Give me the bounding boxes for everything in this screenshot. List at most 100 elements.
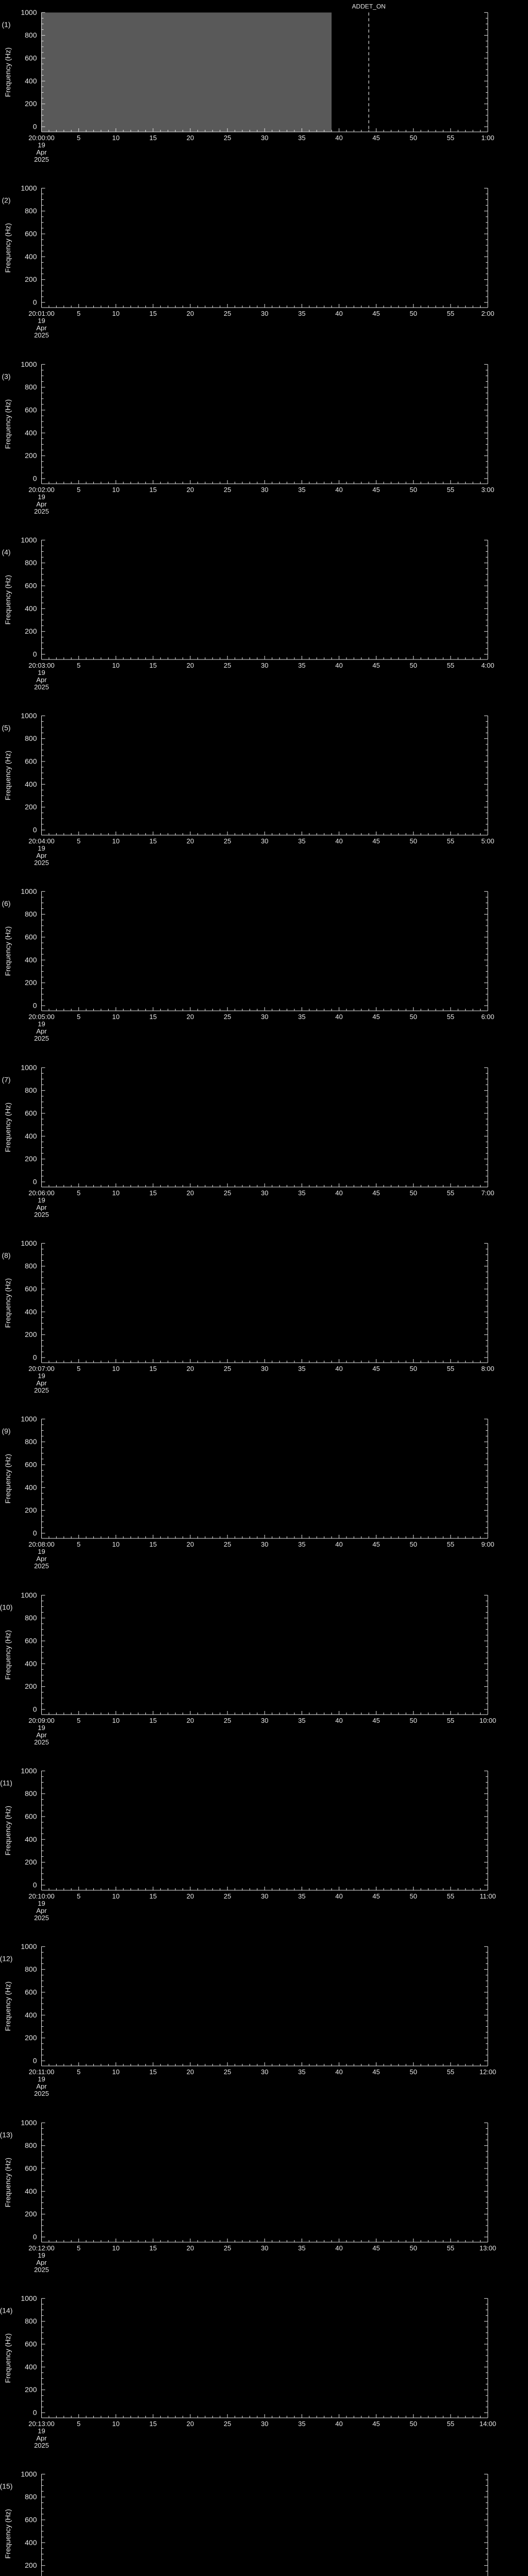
svg-text:20: 20 — [187, 134, 194, 142]
svg-text:40: 40 — [335, 837, 342, 845]
svg-text:400: 400 — [25, 77, 37, 85]
svg-text:55: 55 — [447, 1365, 454, 1372]
svg-text:Frequency (Hz): Frequency (Hz) — [4, 47, 12, 97]
svg-text:Frequency (Hz): Frequency (Hz) — [4, 1806, 12, 1855]
svg-text:40: 40 — [335, 1892, 342, 1900]
svg-text:45: 45 — [372, 837, 380, 845]
svg-text:14:00: 14:00 — [480, 2420, 497, 2428]
svg-text:15: 15 — [150, 2420, 157, 2428]
svg-text:50: 50 — [410, 310, 417, 317]
svg-text:25: 25 — [224, 662, 231, 669]
svg-text:5: 5 — [77, 2420, 80, 2428]
svg-text:200: 200 — [25, 1330, 37, 1338]
svg-text:200: 200 — [25, 1682, 37, 1690]
svg-text:20:09:00: 20:09:00 — [28, 1717, 55, 1724]
svg-text:200: 200 — [25, 2561, 37, 2569]
svg-text:400: 400 — [25, 252, 37, 261]
svg-text:200: 200 — [25, 99, 37, 108]
svg-text:0: 0 — [33, 2408, 37, 2416]
svg-text:0: 0 — [33, 1353, 37, 1362]
svg-text:5: 5 — [77, 486, 80, 494]
svg-text:2025: 2025 — [34, 1562, 49, 1570]
svg-text:25: 25 — [224, 2068, 231, 2076]
svg-text:40: 40 — [335, 2420, 342, 2428]
svg-text:5: 5 — [77, 1892, 80, 1900]
svg-text:35: 35 — [298, 2068, 305, 2076]
svg-text:55: 55 — [447, 1892, 454, 1900]
svg-text:10: 10 — [112, 134, 120, 142]
svg-text:600: 600 — [25, 405, 37, 414]
svg-text:Frequency (Hz): Frequency (Hz) — [4, 926, 12, 976]
svg-text:25: 25 — [224, 1189, 231, 1197]
svg-text:15: 15 — [150, 310, 157, 317]
svg-text:600: 600 — [25, 1109, 37, 1117]
svg-text:Frequency (Hz): Frequency (Hz) — [4, 223, 12, 273]
svg-text:45: 45 — [372, 2244, 380, 2252]
svg-text:30: 30 — [261, 2420, 268, 2428]
svg-text:12:00: 12:00 — [480, 2068, 497, 2076]
svg-text:0: 0 — [33, 1177, 37, 1185]
svg-text:15: 15 — [150, 1189, 157, 1197]
svg-text:800: 800 — [25, 1437, 37, 1446]
svg-text:30: 30 — [261, 1013, 268, 1021]
svg-text:0: 0 — [33, 650, 37, 658]
svg-text:25: 25 — [224, 486, 231, 494]
svg-text:55: 55 — [447, 134, 454, 142]
svg-text:0: 0 — [33, 1880, 37, 1889]
svg-text:1000: 1000 — [21, 184, 37, 192]
svg-text:200: 200 — [25, 627, 37, 635]
svg-text:4:00: 4:00 — [481, 662, 494, 669]
svg-text:20: 20 — [187, 310, 194, 317]
svg-text:0: 0 — [33, 1705, 37, 1713]
svg-text:40: 40 — [335, 134, 342, 142]
svg-text:800: 800 — [25, 1614, 37, 1622]
svg-text:35: 35 — [298, 837, 305, 845]
svg-text:400: 400 — [25, 428, 37, 436]
svg-text:19: 19 — [38, 2075, 45, 2083]
svg-text:5: 5 — [77, 662, 80, 669]
svg-text:0: 0 — [33, 122, 37, 130]
svg-text:0: 0 — [33, 298, 37, 307]
svg-text:19: 19 — [38, 669, 45, 676]
svg-text:40: 40 — [335, 1013, 342, 1021]
svg-text:0: 0 — [33, 826, 37, 834]
svg-text:400: 400 — [25, 1308, 37, 1316]
svg-text:45: 45 — [372, 1540, 380, 1548]
svg-text:55: 55 — [447, 1189, 454, 1197]
svg-text:0: 0 — [33, 2232, 37, 2241]
svg-text:25: 25 — [224, 2244, 231, 2252]
svg-text:50: 50 — [410, 1013, 417, 1021]
svg-text:20: 20 — [187, 1013, 194, 1021]
svg-text:20:02:00: 20:02:00 — [28, 486, 55, 494]
svg-text:1000: 1000 — [21, 8, 37, 16]
svg-text:400: 400 — [25, 956, 37, 964]
svg-text:10: 10 — [112, 837, 120, 845]
svg-text:5: 5 — [77, 1540, 80, 1548]
svg-text:19: 19 — [38, 493, 45, 501]
svg-text:40: 40 — [335, 1540, 342, 1548]
svg-text:Apr: Apr — [36, 1907, 47, 1914]
svg-text:25: 25 — [224, 2420, 231, 2428]
svg-text:20:07:00: 20:07:00 — [28, 1365, 55, 1372]
svg-text:55: 55 — [447, 837, 454, 845]
svg-text:200: 200 — [25, 1506, 37, 1514]
svg-text:2025: 2025 — [34, 683, 49, 691]
svg-text:30: 30 — [261, 837, 268, 845]
svg-text:1000: 1000 — [21, 1590, 37, 1599]
svg-text:Frequency (Hz): Frequency (Hz) — [4, 1454, 12, 1503]
svg-text:40: 40 — [335, 1717, 342, 1724]
svg-text:20: 20 — [187, 1189, 194, 1197]
svg-text:45: 45 — [372, 1892, 380, 1900]
svg-text:600: 600 — [25, 54, 37, 62]
svg-text:10: 10 — [112, 310, 120, 317]
svg-text:25: 25 — [224, 837, 231, 845]
svg-text:Apr: Apr — [36, 1731, 47, 1739]
svg-text:30: 30 — [261, 310, 268, 317]
svg-text:200: 200 — [25, 1155, 37, 1163]
svg-text:19: 19 — [38, 1724, 45, 1732]
svg-text:200: 200 — [25, 979, 37, 987]
svg-text:8:00: 8:00 — [481, 1365, 494, 1372]
svg-text:400: 400 — [25, 2187, 37, 2195]
svg-text:30: 30 — [261, 1365, 268, 1372]
svg-text:(2): (2) — [2, 196, 10, 205]
